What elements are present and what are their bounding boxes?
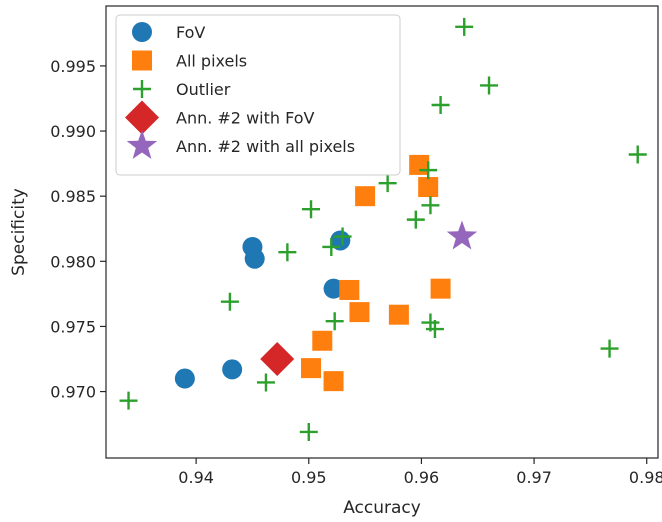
square-point-s1-5 — [355, 186, 376, 207]
y-tick-label: 0.970 — [50, 383, 96, 402]
x-tick-label: 0.95 — [291, 468, 327, 487]
square-point-s1-0 — [301, 358, 322, 379]
plus-point-s2-12 — [421, 196, 440, 215]
square-point-s1-7 — [409, 154, 430, 175]
legend-plus-icon — [133, 80, 151, 98]
plus-point-s2-0 — [119, 391, 138, 410]
square-point-s1-9 — [430, 278, 451, 299]
legend-label: Ann. #2 with FoV — [176, 109, 315, 128]
plus-point-s2-17 — [480, 76, 499, 95]
plus-point-s2-16 — [455, 17, 474, 36]
plus-point-s2-11 — [419, 161, 438, 180]
plus-point-s2-1 — [220, 292, 239, 311]
plot-marks — [119, 17, 647, 441]
x-tick-label: 0.98 — [629, 468, 662, 487]
legend-label: Ann. #2 with all pixels — [176, 137, 355, 156]
x-axis: 0.94 0.95 0.96 0.97 0.98 — [178, 458, 662, 487]
plus-point-s2-10 — [406, 210, 425, 229]
y-tick-label: 0.980 — [50, 252, 96, 271]
x-tick-label: 0.97 — [516, 468, 552, 487]
plus-point-s2-2 — [256, 373, 275, 392]
y-axis: 0.970 0.975 0.980 0.985 0.990 0.995 — [50, 57, 106, 402]
square-point-s1-3 — [339, 279, 360, 300]
plus-point-s2-3 — [278, 243, 297, 262]
legend-diamond-icon — [125, 100, 159, 135]
circle-point-s0-4 — [323, 278, 344, 299]
square-point-s1-8 — [418, 177, 439, 198]
square-point-s1-6 — [388, 304, 409, 325]
square-point-s1-4 — [349, 302, 370, 323]
diamond-point-s3-0 — [260, 342, 295, 377]
plus-point-s2-6 — [322, 237, 341, 256]
legend-label: FoV — [176, 23, 205, 42]
plus-point-s2-4 — [299, 422, 318, 441]
circle-point-s0-3 — [244, 248, 265, 269]
x-tick-label: 0.94 — [178, 468, 214, 487]
x-axis-label: Accuracy — [343, 498, 421, 518]
y-tick-label: 0.985 — [50, 187, 96, 206]
legend-frame — [115, 14, 401, 176]
plot-frame — [105, 5, 659, 459]
y-axis-label: Specificity — [9, 188, 29, 276]
circle-point-s0-1 — [222, 359, 243, 380]
plus-point-s2-15 — [431, 95, 450, 114]
legend-label: All pixels — [176, 52, 247, 71]
plus-point-s2-5 — [302, 200, 321, 219]
legend-circle-icon — [132, 22, 152, 42]
legend-label: Outlier — [176, 80, 231, 99]
legend-square-icon — [132, 50, 152, 71]
star-point-s4-0 — [446, 220, 478, 250]
x-tick-label: 0.96 — [404, 468, 440, 487]
plus-point-s2-8 — [333, 227, 352, 246]
y-tick-label: 0.995 — [50, 57, 96, 76]
y-tick-label: 0.990 — [50, 122, 96, 141]
plus-point-s2-14 — [425, 320, 444, 339]
square-point-s1-2 — [323, 371, 344, 392]
plus-point-s2-7 — [325, 312, 344, 331]
circle-point-s0-0 — [174, 368, 195, 389]
plus-point-s2-19 — [628, 145, 647, 164]
plus-point-s2-9 — [378, 174, 397, 193]
square-point-s1-1 — [312, 330, 333, 351]
plus-point-s2-18 — [600, 339, 619, 358]
legend-star-icon — [126, 130, 158, 159]
y-tick-label: 0.975 — [50, 317, 96, 336]
legend: FoV All pixels Outlier Ann. #2 with FoV Ann.… — [115, 14, 401, 176]
